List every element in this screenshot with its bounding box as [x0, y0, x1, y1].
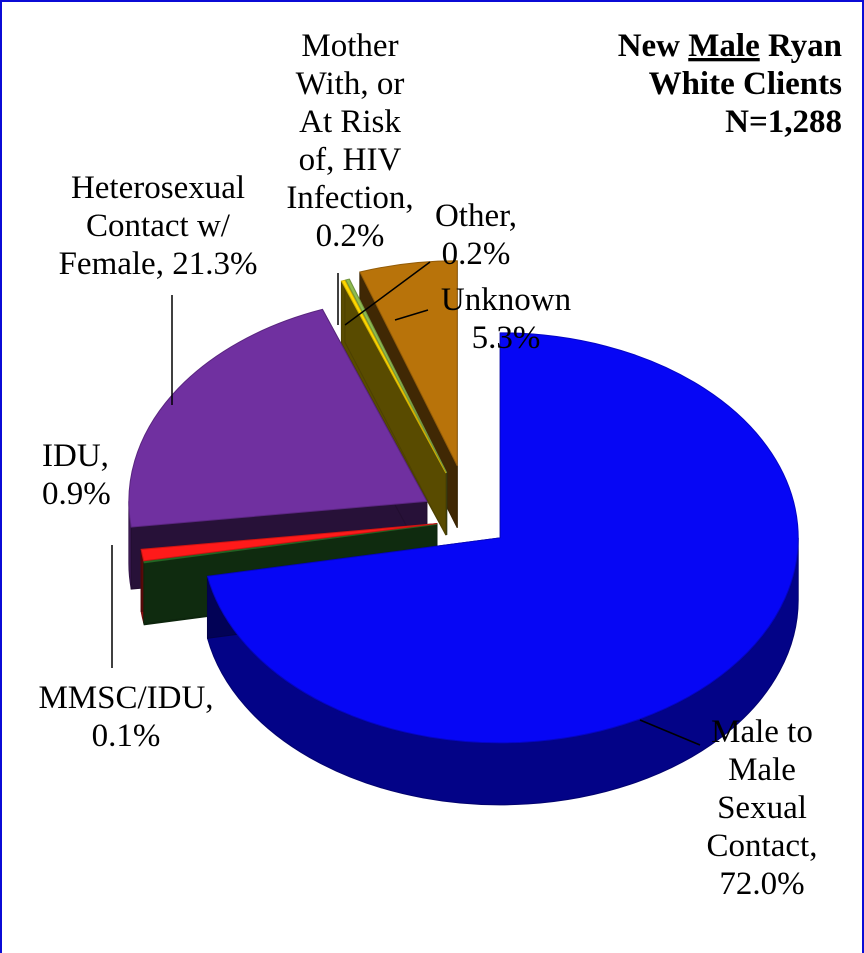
- slice-idu: [140, 523, 437, 562]
- chart-title-line-1: New Male Ryan: [618, 28, 842, 64]
- leader-msm: [639, 719, 701, 746]
- slice-mother: [340, 279, 447, 474]
- slice-mmsc_idu: [143, 523, 438, 564]
- slice-label-unknown: Unknown 5.3%: [441, 282, 571, 356]
- slice-msm: [206, 332, 799, 744]
- slice-label-other-line-2: 0.2%: [442, 236, 511, 272]
- slice-label-mother-line-3: At Risk: [299, 104, 401, 140]
- slice-label-hetero-line-2: Contact w/: [86, 208, 231, 244]
- slice-label-unknown-line-2: 5.3%: [472, 320, 541, 356]
- slice-label-mmsc_idu: MMSC/IDU, 0.1%: [38, 680, 213, 754]
- slice-label-msm-line-2: Male: [728, 752, 796, 788]
- leader-unknown: [394, 309, 429, 321]
- slice-label-mmsc_idu-line-2: 0.1%: [92, 718, 161, 754]
- slice-label-mother: Mother With, or At Risk of, HIV Infection, 0.…: [286, 28, 413, 254]
- slice-label-hetero-line-3: Female, 21.3%: [59, 246, 258, 282]
- slice-label-hetero: Heterosexual Contact w/Female, 21.3%: [59, 170, 258, 282]
- slice-label-idu-line-2: 0.9%: [42, 476, 111, 512]
- slice-label-msm-line-4: Contact,: [707, 828, 818, 864]
- leader-lines: [111, 261, 701, 746]
- slice-label-msm: Male to Male Sexual Contact, 72.0%: [707, 714, 818, 902]
- slice-label-msm-line-5: 72.0%: [719, 866, 804, 902]
- slice-label-msm-line-3: Sexual: [717, 790, 807, 826]
- slice-labels: Male to Male Sexual Contact, 72.0%MMSC/IDU, 0…: [38, 28, 817, 902]
- chart-title-line-2: White Clients: [649, 66, 843, 102]
- slice-label-idu-line-1: IDU,: [42, 438, 109, 474]
- slice-label-mother-line-4: of, HIV: [299, 142, 402, 178]
- slice-other: [345, 278, 448, 474]
- slice-label-hetero-line-1: Heterosexual: [71, 170, 245, 206]
- chart-title-line-3: N=1,288: [725, 104, 842, 140]
- slice-label-idu: IDU, 0.9%: [42, 438, 111, 512]
- slice-label-unknown-line-1: Unknown: [441, 282, 571, 318]
- slice-unknown: [359, 260, 458, 466]
- slice-label-mother-line-2: With, or: [296, 66, 405, 102]
- title-underlined-word: Male: [688, 28, 759, 64]
- pie-layer: [128, 260, 799, 806]
- slice-label-mother-line-1: Mother: [301, 28, 398, 64]
- slice-label-mother-line-6: 0.2%: [316, 218, 385, 254]
- slice-label-other: Other, 0.2%: [435, 198, 517, 272]
- slice-label-msm-line-1: Male to: [711, 714, 813, 750]
- slice-label-other-line-1: Other,: [435, 198, 517, 234]
- leader-other: [344, 261, 431, 326]
- slice-label-mmsc_idu-line-1: MMSC/IDU,: [38, 680, 213, 716]
- slice-label-mother-line-5: Infection,: [286, 180, 413, 216]
